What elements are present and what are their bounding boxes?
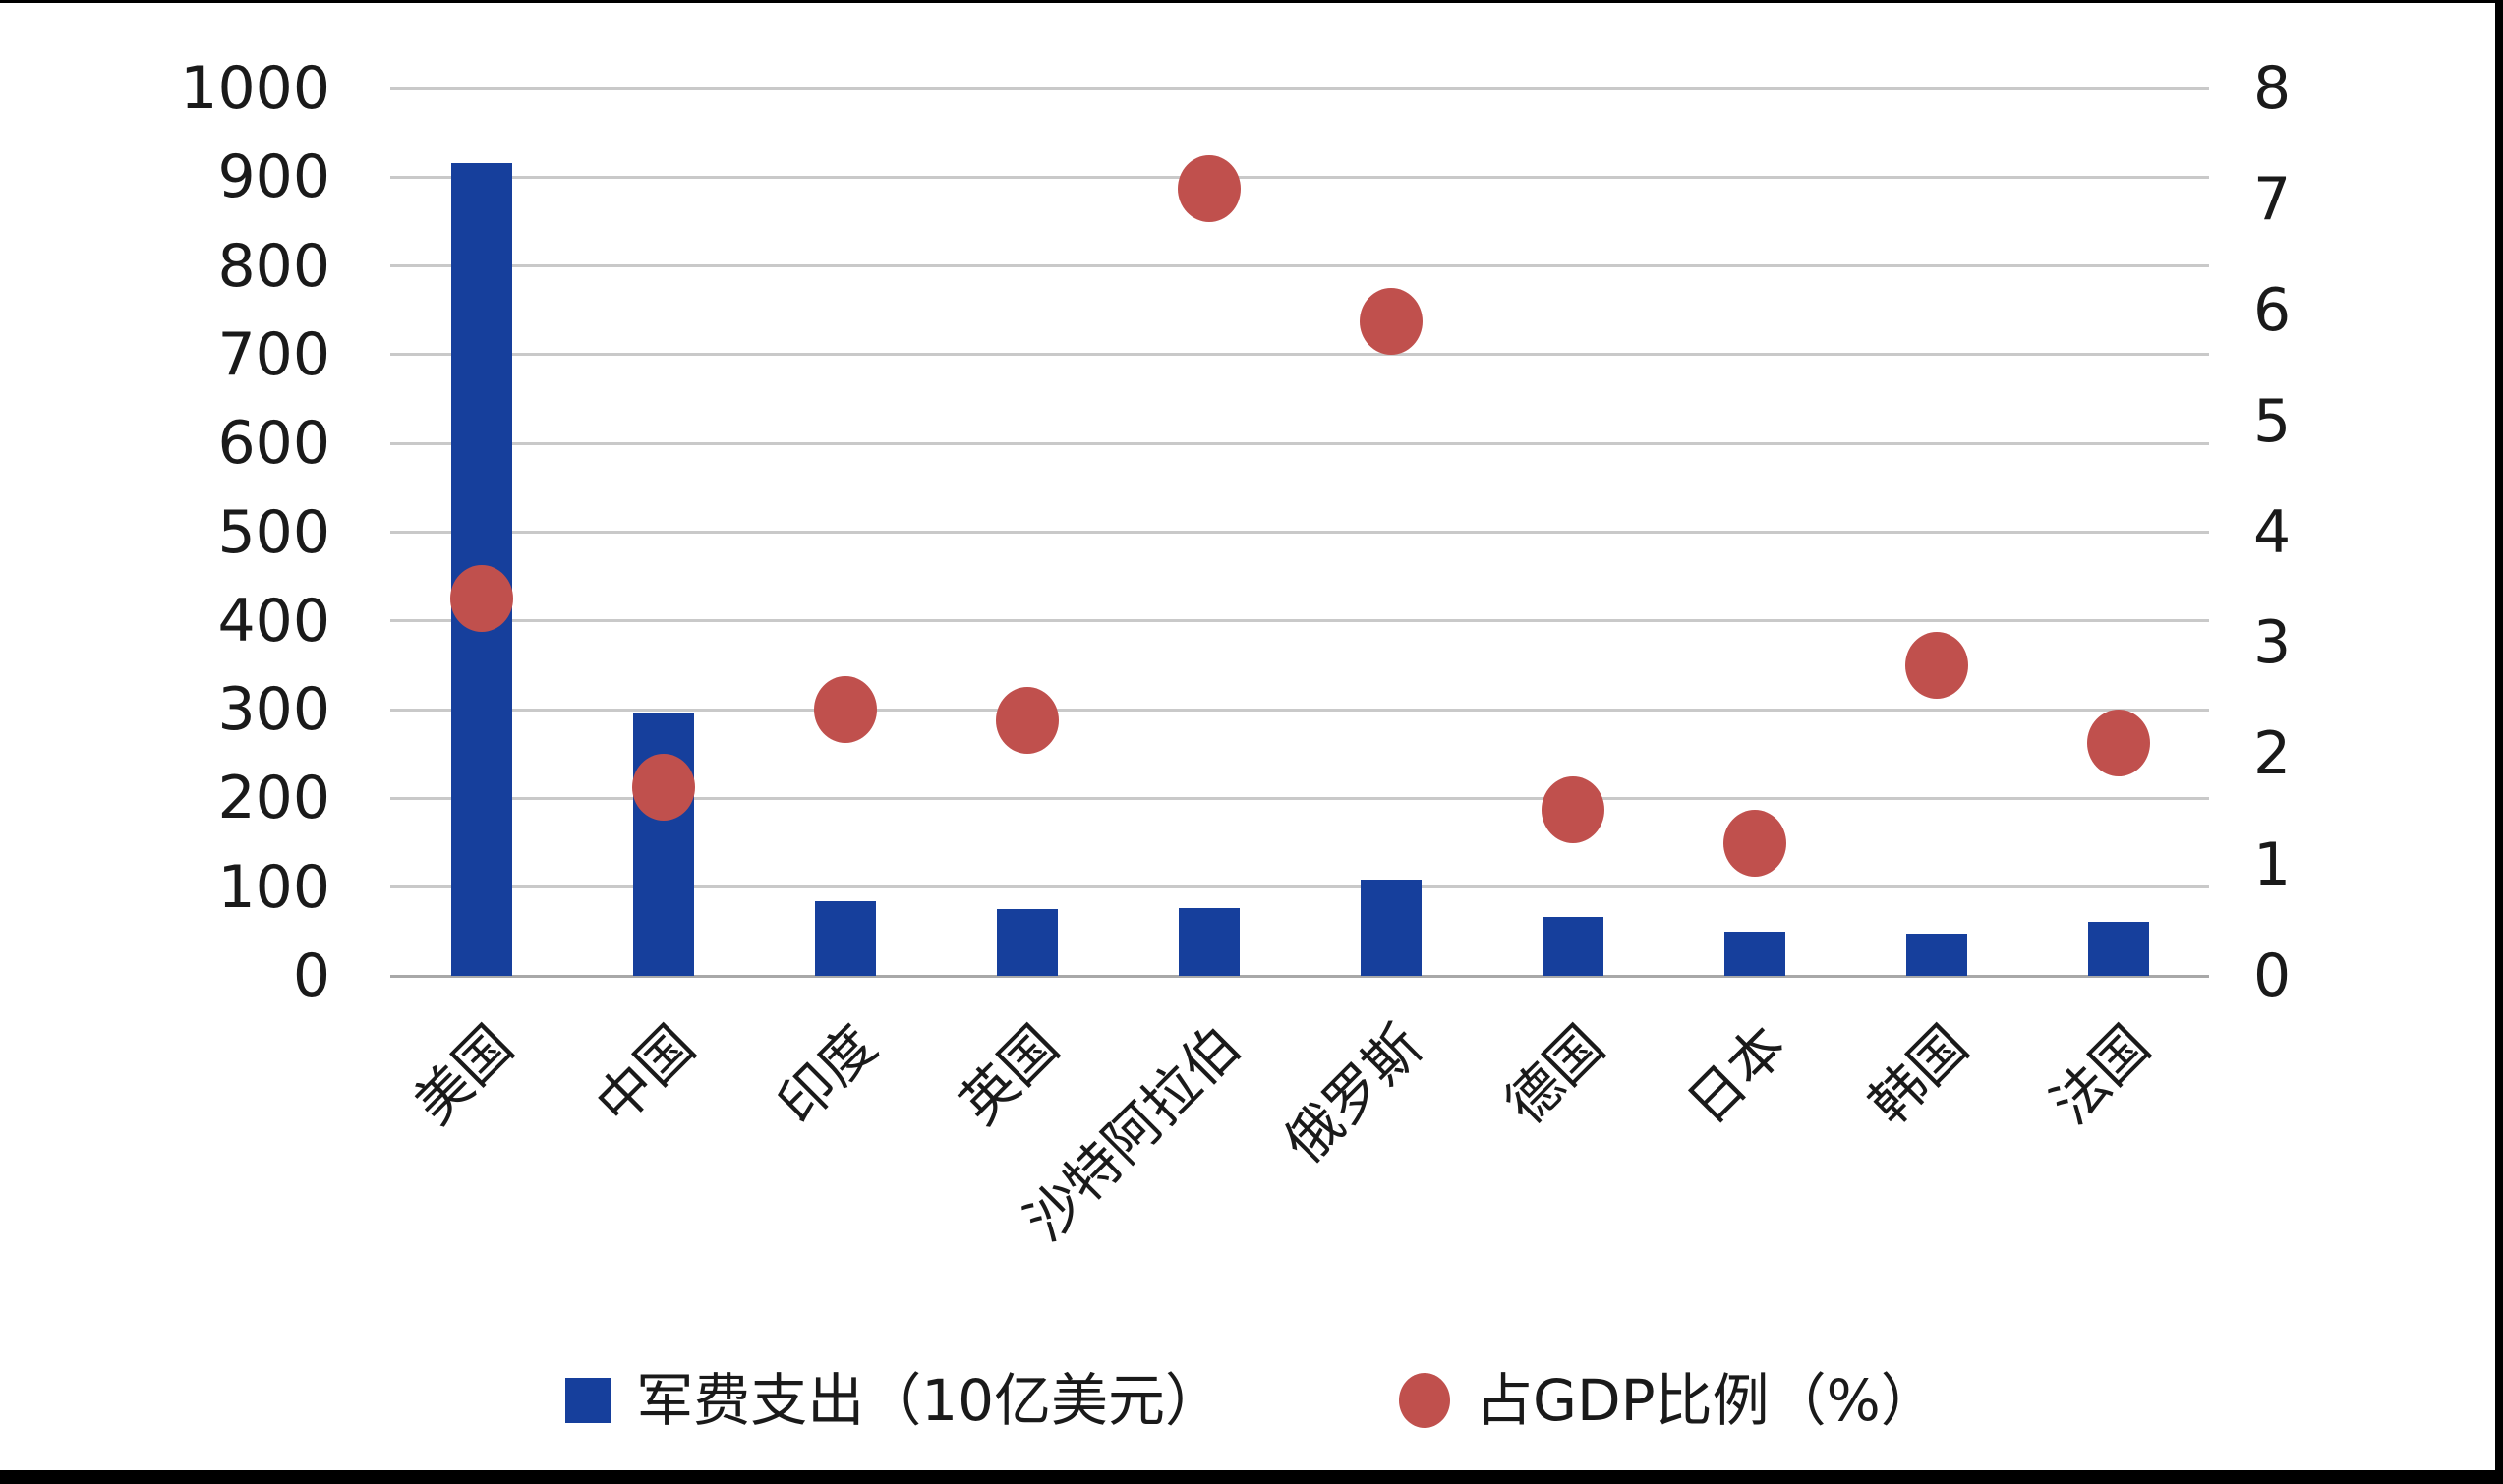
bar-日本: [1723, 931, 1785, 976]
category-label: 印度: [765, 1013, 890, 1137]
legend-label-gdp-share: 占GDP比例（%）: [1476, 1367, 1938, 1434]
chart-column-韩国: [1845, 88, 2027, 976]
chart-column-印度: [754, 88, 936, 976]
plot-area: [390, 86, 2209, 978]
right-axis-tick-label: 7: [2253, 164, 2292, 234]
bar-英国: [996, 909, 1058, 976]
gridline: [390, 885, 2209, 889]
gridline: [390, 796, 2209, 800]
right-axis-tick-label: 3: [2253, 608, 2292, 678]
right-axis-tick-label: 2: [2253, 719, 2292, 789]
category-label: 法国: [2038, 1013, 2163, 1137]
gridline: [390, 619, 2209, 623]
gdp-dot-沙特阿拉伯: [1177, 154, 1241, 222]
legend-label-military-spending: 军费支出（10亿美元）: [636, 1367, 1223, 1434]
left-axis-tick-label: 1000: [180, 54, 330, 123]
legend: 军费支出（10亿美元） 占GDP比例（%）: [0, 1372, 2503, 1429]
category-label: 中国: [583, 1013, 708, 1137]
frame-bottom-edge: [0, 1470, 2503, 1484]
right-axis-tick-label: 8: [2253, 54, 2292, 123]
left-axis-tick-label: 800: [217, 231, 330, 301]
bar-中国: [632, 713, 694, 976]
gdp-dot-印度: [813, 676, 877, 744]
gdp-dot-德国: [1541, 775, 1604, 843]
bar-韩国: [1905, 933, 1967, 976]
gridline: [390, 175, 2209, 179]
left-axis-tick-label: 0: [292, 942, 330, 1010]
chart-column-中国: [572, 88, 754, 976]
legend-item-military-spending: 军费支出（10亿美元）: [565, 1372, 1222, 1429]
chart-column-德国: [1482, 88, 1663, 976]
left-axis-tick-label: 400: [217, 586, 330, 656]
bar-印度: [814, 901, 876, 976]
scatter-series-swatch-icon: [1399, 1373, 1451, 1428]
chart-column-俄罗斯: [1300, 88, 1482, 976]
category-label: 韩国: [1856, 1013, 1981, 1137]
category-label: 俄罗斯: [1272, 1013, 1435, 1176]
left-axis-tick-label: 300: [217, 675, 330, 745]
gdp-dot-中国: [631, 754, 695, 822]
right-axis-tick-label: 1: [2253, 830, 2292, 900]
left-axis-tick-label: 600: [217, 409, 330, 479]
right-axis-tick-label: 5: [2253, 386, 2292, 456]
left-axis-tick-label: 500: [217, 497, 330, 567]
gridline: [390, 264, 2209, 268]
chart-column-日本: [1663, 88, 1845, 976]
gridline: [390, 708, 2209, 712]
gridline: [390, 86, 2209, 90]
right-axis-tick-label: 0: [2253, 942, 2292, 1010]
x-axis-line: [390, 974, 2209, 978]
bar-series-swatch-icon: [565, 1378, 611, 1423]
left-axis-tick-label: 100: [217, 852, 330, 922]
right-axis-tick-label: 6: [2253, 275, 2292, 345]
right-axis-tick-label: 4: [2253, 497, 2292, 567]
gdp-dot-韩国: [1904, 631, 1968, 699]
gridline: [390, 441, 2209, 445]
bar-沙特阿拉伯: [1178, 908, 1240, 976]
gdp-dot-俄罗斯: [1359, 288, 1423, 356]
left-axis-tick-label: 700: [217, 319, 330, 389]
bar-法国: [2087, 921, 2149, 976]
gdp-dot-美国: [449, 565, 513, 633]
category-label: 美国: [401, 1013, 526, 1137]
frame-right-edge: [2495, 0, 2503, 1484]
chart-column-法国: [2027, 88, 2209, 976]
left-axis-tick-label: 200: [217, 764, 330, 833]
category-label: 日本: [1674, 1013, 1799, 1137]
bar-德国: [1542, 916, 1603, 976]
category-label: 德国: [1492, 1013, 1617, 1137]
category-label: 英国: [947, 1013, 1072, 1137]
chart-column-沙特阿拉伯: [1118, 88, 1300, 976]
left-axis-tick-label: 900: [217, 143, 330, 212]
gridline: [390, 353, 2209, 357]
bar-俄罗斯: [1360, 879, 1422, 976]
gridline: [390, 531, 2209, 534]
frame-top-edge: [0, 0, 2503, 3]
chart-column-美国: [390, 88, 572, 976]
chart-column-英国: [936, 88, 1118, 976]
legend-item-gdp-share: 占GDP比例（%）: [1399, 1372, 1938, 1429]
gdp-dot-日本: [1722, 809, 1786, 877]
gdp-dot-法国: [2086, 709, 2150, 776]
gdp-dot-英国: [995, 687, 1059, 755]
